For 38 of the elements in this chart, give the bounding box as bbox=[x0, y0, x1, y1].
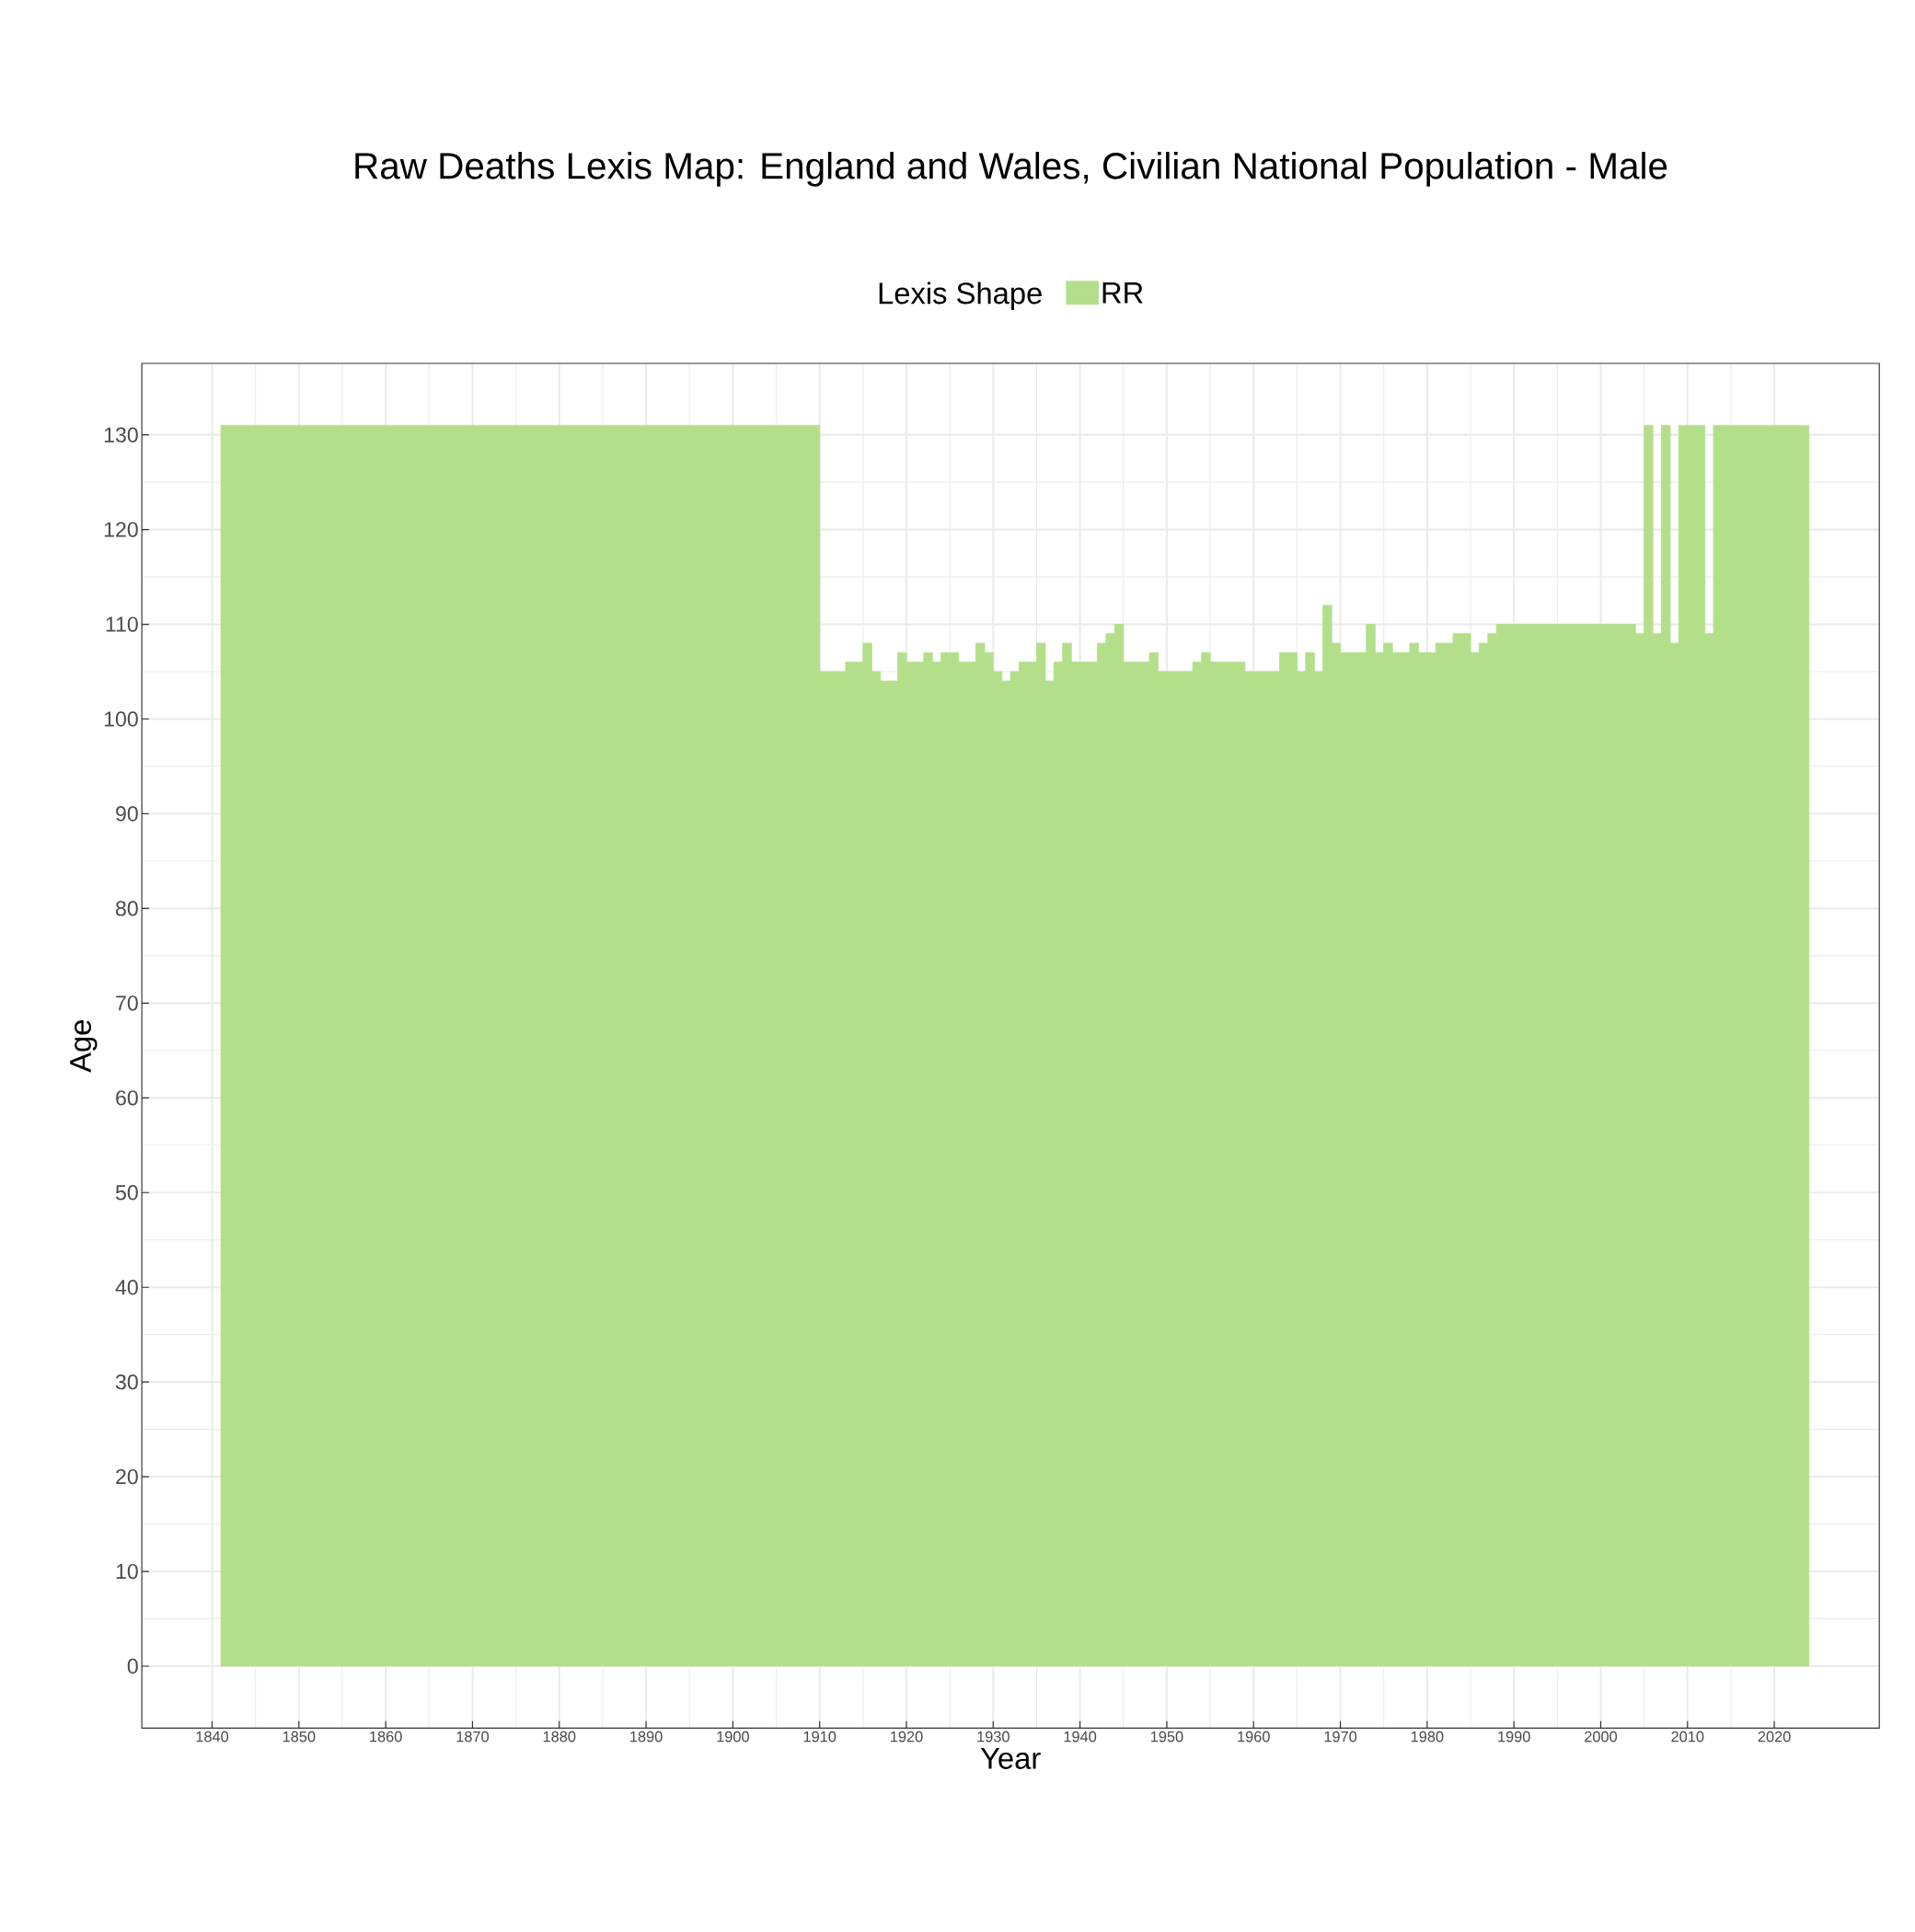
y-tick-label: 10 bbox=[116, 1563, 138, 1580]
x-tick-label: 1930 bbox=[977, 1731, 1010, 1742]
x-tick-label: 1900 bbox=[717, 1731, 750, 1742]
x-tick-label: 1980 bbox=[1412, 1731, 1444, 1742]
x-tick-label: 1920 bbox=[891, 1731, 923, 1742]
y-tick-label: 50 bbox=[116, 1185, 138, 1201]
x-tick-label: 1850 bbox=[283, 1731, 316, 1742]
y-tick-label: 60 bbox=[116, 1090, 138, 1106]
y-tick-label: 80 bbox=[116, 901, 138, 916]
y-tick-label: 40 bbox=[115, 1280, 138, 1295]
x-tick-label: 1970 bbox=[1324, 1731, 1357, 1742]
x-tick-label: 1870 bbox=[456, 1731, 490, 1742]
y-tick-label: 70 bbox=[116, 995, 138, 1011]
y-tick-label: 110 bbox=[106, 616, 138, 632]
x-tick-label: 1990 bbox=[1498, 1731, 1530, 1742]
x-axis-title: Year bbox=[980, 1748, 1041, 1769]
x-tick-label: 1910 bbox=[803, 1731, 836, 1742]
x-tick-label: 1880 bbox=[543, 1731, 576, 1742]
y-tick-label: 100 bbox=[105, 711, 138, 727]
y-tick-label: 0 bbox=[127, 1658, 138, 1674]
x-tick-label: 1890 bbox=[630, 1731, 663, 1742]
y-axis-title: Age bbox=[70, 1020, 98, 1073]
chart-title: Raw Deaths Lexis Map: England and Wales, Civilian National Population - Male bbox=[355, 152, 1667, 187]
x-tick-label: 1840 bbox=[196, 1731, 229, 1742]
y-tick-label: 20 bbox=[116, 1468, 138, 1485]
x-tick-label: 2010 bbox=[1671, 1731, 1704, 1742]
legend-title: Lexis Shape bbox=[879, 282, 1042, 310]
x-tick-label: 1940 bbox=[1064, 1731, 1097, 1742]
legend-label: RR bbox=[1102, 282, 1143, 304]
x-tick-label: 2000 bbox=[1585, 1731, 1618, 1742]
y-tick-label: 130 bbox=[105, 427, 138, 443]
x-tick-label: 1860 bbox=[370, 1731, 402, 1742]
y-tick-label: 30 bbox=[116, 1374, 138, 1390]
x-tick-label: 1950 bbox=[1151, 1731, 1183, 1742]
y-tick-label: 90 bbox=[116, 806, 138, 822]
y-tick-label: 120 bbox=[105, 522, 138, 537]
x-tick-label: 1960 bbox=[1238, 1731, 1270, 1742]
x-tick-label: 2020 bbox=[1758, 1731, 1791, 1742]
